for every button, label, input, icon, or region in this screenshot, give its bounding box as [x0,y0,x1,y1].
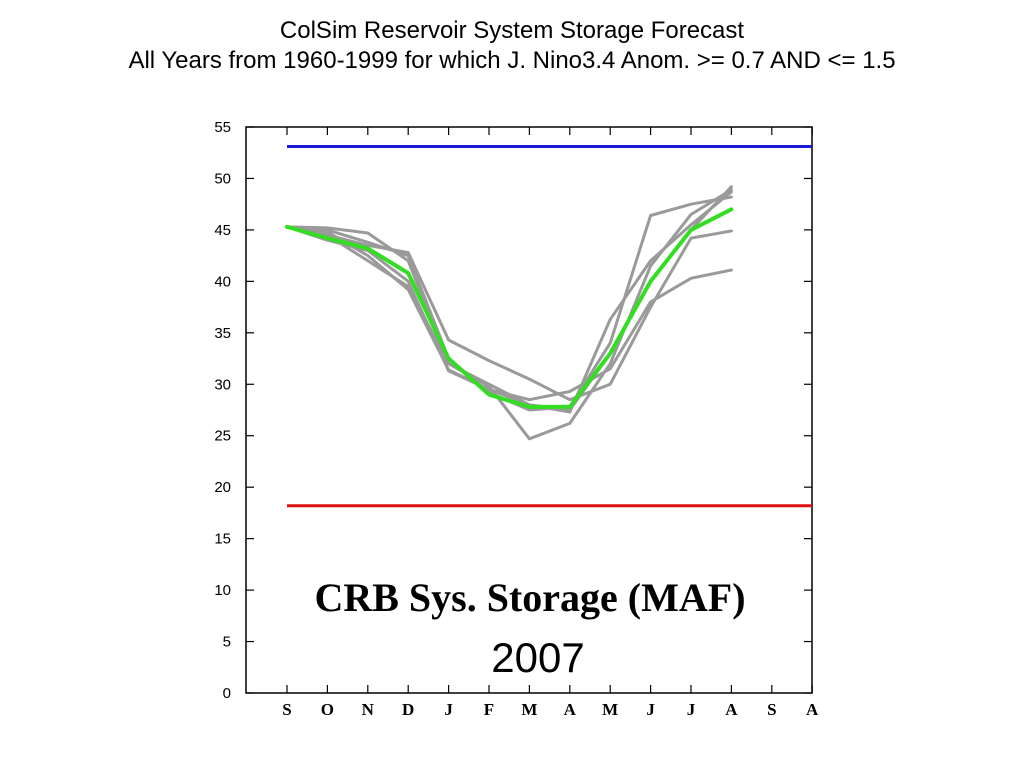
series-line-highlight [285,207,734,409]
y-tick-label: 20 [214,479,231,496]
x-tick-label: A [564,700,577,719]
y-tick-label: 55 [214,119,231,136]
y-tick-label: 45 [214,222,231,239]
x-tick-label: A [806,700,819,719]
y-axis: 0 5 10 15 20 25 30 35 40 45 50 55 [214,119,812,702]
y-tick-label: 10 [214,582,231,599]
x-tick-label: M [602,700,618,719]
x-tick-label: A [725,700,738,719]
x-tick-label: J [687,700,696,719]
x-tick-label: D [402,700,414,719]
y-tick-label: 25 [214,428,231,445]
title-block: ColSim Reservoir System Storage Forecast… [0,16,1024,76]
series-line [285,185,733,412]
series-line [285,188,733,441]
y-tick-label: 5 [223,634,231,651]
y-tick-label: 35 [214,325,231,342]
series-group [285,185,734,441]
x-tick-label: F [484,700,494,719]
chart-subtitle: All Years from 1960-1999 for which J. Ni… [128,47,896,74]
storage-annotation: CRB Sys. Storage (MAF) [314,575,745,620]
reference-lines [287,145,812,508]
y-tick-label: 15 [214,531,231,548]
x-tick-label: O [321,700,334,719]
x-tick-label: M [521,700,537,719]
series-line [285,190,733,414]
x-tick-label: S [767,700,776,719]
x-tick-label: N [362,700,375,719]
y-tick-label: 50 [214,170,231,187]
y-tick-label: 40 [214,273,231,290]
y-tick-label: 0 [223,685,231,702]
x-tick-label: J [444,700,453,719]
series-line [285,195,733,412]
year-annotation: 2007 [491,634,584,681]
y-tick-label: 30 [214,376,231,393]
series-line [285,225,733,402]
x-tick-label: J [646,700,655,719]
chart-title: ColSim Reservoir System Storage Forecast [279,17,745,44]
x-tick-label: S [282,700,291,719]
